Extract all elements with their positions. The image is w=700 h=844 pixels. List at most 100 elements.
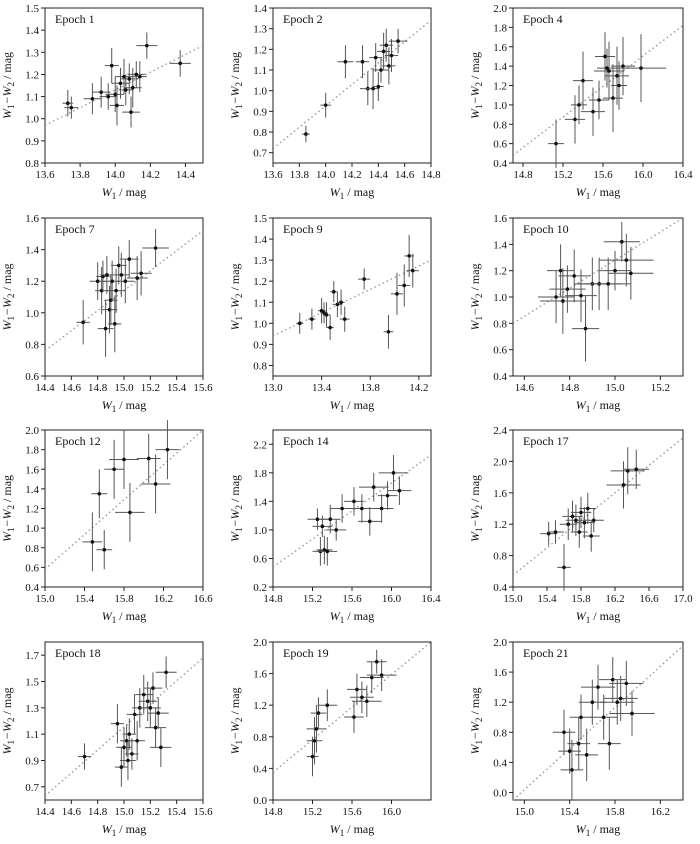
x-tick-label: 15.2 [303, 806, 322, 818]
x-tick-label: 15.4 [167, 806, 187, 818]
data-point [352, 494, 372, 523]
point-marker [310, 317, 314, 321]
data-point [126, 255, 148, 301]
x-tick-label: 14.8 [513, 169, 533, 181]
data-point [565, 504, 587, 536]
data-point [344, 701, 364, 733]
y-tick-label: 0.8 [253, 360, 267, 372]
data-point [326, 519, 347, 541]
data-point [611, 61, 627, 110]
y-tick-label: 1.0 [253, 525, 267, 537]
y-tick-label: 0.6 [25, 371, 39, 383]
x-axis-label: W1 / mag [102, 185, 147, 201]
data-point [77, 743, 92, 770]
y-axis-label: W1−W2 / mag [468, 52, 484, 119]
data-point [603, 64, 623, 132]
y-tick-label: 0.8 [493, 727, 507, 739]
x-axis-label: W1 / mag [576, 185, 621, 201]
point-marker [339, 300, 343, 305]
panel-title: Epoch 7 [55, 222, 95, 236]
plot-frame [272, 7, 432, 164]
point-marker [591, 518, 596, 523]
x-tick-label: 14.4 [35, 382, 55, 394]
x-tick-label: 13.6 [35, 169, 55, 181]
y-tick-label: 1.2 [25, 69, 39, 81]
data-point [611, 37, 635, 96]
data-point [570, 516, 588, 548]
plot-frame [44, 217, 204, 377]
point-marker [335, 302, 340, 307]
y-tick-label: 0.4 [493, 158, 507, 170]
point-marker [66, 101, 70, 106]
data-point [377, 481, 398, 510]
data-point [109, 85, 124, 126]
point-marker [130, 752, 134, 756]
point-marker [119, 765, 124, 769]
point-marker [402, 283, 407, 288]
y-tick-label: 1.0 [25, 114, 39, 126]
y-tick-label: 0.9 [25, 756, 39, 768]
panel-title: Epoch 2 [283, 12, 323, 26]
data-point [599, 233, 654, 287]
trend-line [45, 657, 203, 797]
data-point [548, 119, 564, 168]
x-tick-label: 15.0 [114, 806, 134, 818]
point-marker [352, 715, 356, 719]
point-marker [128, 510, 132, 515]
panel-4: 14.4 14.6 14.8 15.0 15.2 15.4 15.6 0.6 0.8 1.0 1.2… [0, 213, 213, 414]
y-tick-label: 1.4 [25, 245, 39, 257]
data-point [104, 274, 118, 326]
point-marker [132, 712, 137, 717]
panel-2: 13.6 13.8 14.0 14.2 14.4 14.6 14.8 0.7 0.8 0.9 1.0… [228, 3, 441, 201]
data-point [540, 268, 586, 334]
point-marker [613, 268, 617, 273]
data-point [569, 694, 593, 740]
data-point [552, 709, 576, 755]
data-point [358, 268, 371, 290]
y-tick-label: 0.8 [493, 119, 507, 131]
y-tick-label: 1.0 [253, 86, 267, 98]
point-marker [115, 721, 120, 726]
y-tick-label: 0.8 [25, 543, 39, 555]
point-marker [118, 81, 123, 86]
data-point [598, 717, 621, 770]
y-tick-label: 1.3 [25, 47, 39, 59]
x-tick-label: 15.2 [141, 806, 160, 818]
point-marker [566, 522, 571, 526]
x-tick-label: 17.0 [673, 593, 693, 605]
point-marker [325, 703, 330, 707]
y-axis-label: W1−W2 / mag [0, 475, 16, 542]
y-tick-label: 1.0 [493, 292, 507, 304]
x-tick-label: 15.6 [342, 806, 362, 818]
data-point [540, 521, 558, 546]
point-marker [343, 59, 348, 64]
x-tick-label: 15.6 [193, 382, 213, 394]
data-point [125, 738, 139, 770]
x-tick-label: 13.8 [361, 382, 381, 394]
data-point [120, 63, 139, 95]
point-marker [122, 745, 126, 750]
x-tick-label: 14.8 [263, 593, 283, 605]
trend-line [273, 19, 431, 150]
y-tick-label: 0.9 [253, 339, 267, 351]
data-point [382, 47, 396, 85]
y-axis-label: W1−W2 / mag [0, 52, 16, 119]
y-tick-label: 1.2 [253, 276, 267, 288]
data-point [114, 747, 128, 787]
y-axis-label: W1−W2 / mag [228, 687, 244, 754]
point-marker [360, 59, 365, 64]
point-marker [109, 63, 114, 68]
data-point [317, 689, 338, 721]
point-marker [561, 299, 565, 303]
y-tick-label: 1.0 [25, 523, 39, 535]
data-point [571, 295, 600, 362]
y-tick-label: 0.0 [253, 795, 267, 807]
y-tick-label: 0.4 [493, 582, 507, 594]
y-tick-label: 1.0 [493, 100, 507, 112]
point-marker [126, 758, 130, 763]
point-marker [621, 483, 626, 487]
data-point [366, 649, 387, 674]
x-axis-label: W1 / mag [102, 609, 147, 625]
point-marker [621, 64, 625, 68]
x-tick-label: 16.4 [421, 593, 441, 605]
